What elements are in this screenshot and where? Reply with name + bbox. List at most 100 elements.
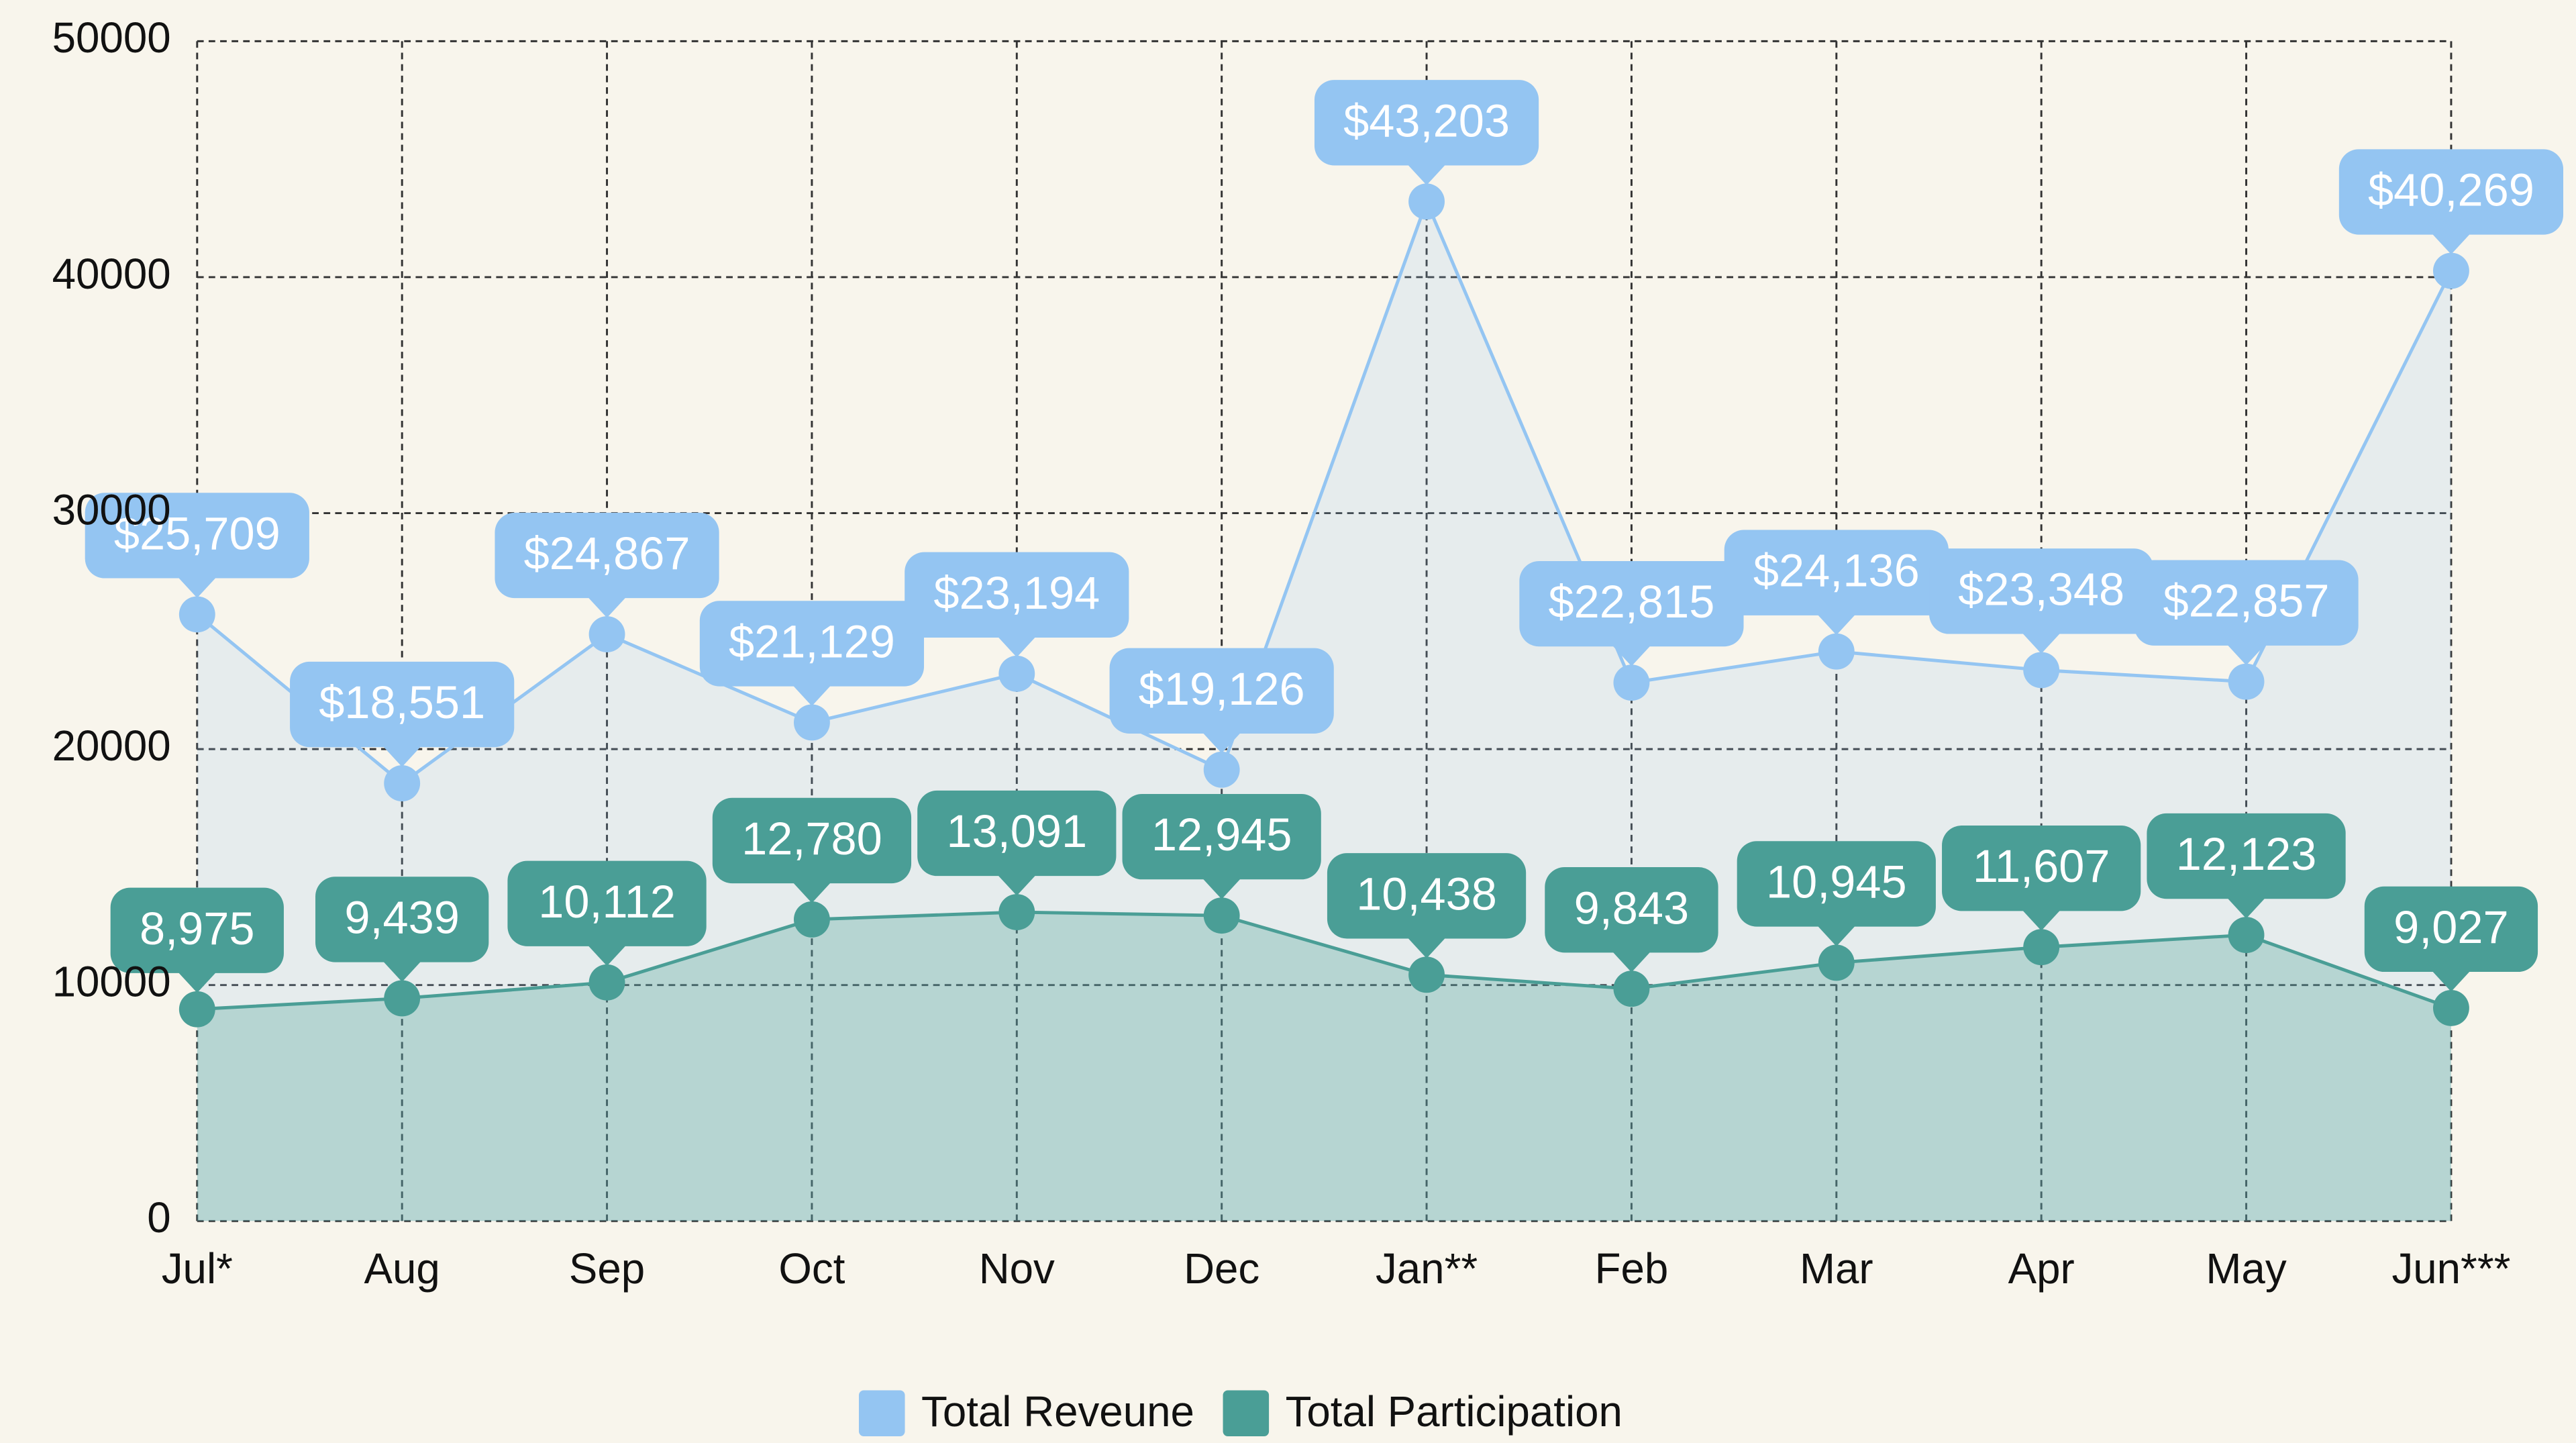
line [197,910,2452,1011]
label-box [2338,149,2564,235]
label-box [1519,560,1744,647]
point [1203,897,1240,934]
label-pointer [177,971,217,993]
value-label: 13,091 [917,790,1117,896]
label-pointer [792,881,832,903]
x-tick-label: Dec [1184,1245,1259,1293]
value-label: $21,129 [699,601,925,706]
label-pointer [1202,732,1242,754]
label-pointer [2226,644,2266,666]
value-label-text: 8,975 [140,903,255,954]
point [2023,929,2060,966]
label-pointer [1202,877,1242,899]
point [1408,183,1445,220]
y-tick-label: 40000 [52,250,171,298]
point [2432,252,2469,289]
x-tick-label: Feb [1595,1245,1669,1293]
point [178,991,215,1028]
point [588,964,625,1001]
value-label-text: 12,945 [1151,809,1292,860]
label-pointer [1612,644,1651,666]
point [2432,989,2469,1026]
value-label-text: 10,112 [538,876,676,928]
value-label: 11,607 [1942,826,2141,931]
label-pointer [2431,233,2471,255]
value-label-text: $22,857 [2163,575,2330,627]
value-label: 9,027 [2364,886,2538,992]
label-box [1109,648,1334,734]
value-label-text: $25,709 [114,507,280,559]
value-label-text: $21,129 [729,615,895,667]
value-label-text: $22,815 [1549,576,1715,628]
label-pointer [587,944,627,966]
label-pointer [2431,970,2471,992]
point [384,980,421,1017]
label-box [110,887,284,973]
point [1203,751,1240,788]
value-label-text: $18,551 [319,677,485,728]
value-label: $43,203 [1314,80,1539,185]
label-box [85,493,309,579]
value-label-text: 13,091 [946,805,1087,857]
lines [196,197,2453,1011]
x-tick-label: Mar [1800,1245,1873,1293]
point [793,704,830,741]
x-tick-label: Jan** [1376,1245,1478,1293]
legend-label: Total Participation [1286,1388,1622,1436]
value-label-text: $19,126 [1139,663,1305,715]
label-box [1929,548,2154,634]
point [1613,971,1650,1007]
label-box [495,512,719,599]
label-box [315,877,489,962]
label-box [1737,841,1936,927]
label-box [2147,813,2346,899]
point [2023,652,2060,689]
line [196,197,2453,786]
axes: 0 10000 20000 30000 40000 50000 Jul* Aug Sep Oct N… [52,14,2511,1293]
value-label: $24,867 [495,512,719,618]
label-box [1314,80,1539,166]
label-box [712,797,912,884]
value-label: 9,843 [1545,867,1718,973]
point [178,596,215,633]
label-box [507,860,707,946]
value-label-text: $43,203 [1343,95,1510,146]
value-label-text: 9,843 [1574,882,1690,934]
value-label-text: $23,348 [1958,563,2124,615]
point [793,901,830,938]
x-tick-label: Jun*** [2391,1245,2510,1293]
x-tick-label: Jul* [162,1245,233,1293]
legend: Total Reveune Total Participation [858,1388,1622,1437]
y-tick-label: 30000 [52,486,171,534]
value-label: 12,780 [712,797,912,903]
label-pointer [1406,937,1447,958]
value-label: $22,857 [2134,560,2359,666]
point [998,894,1035,930]
value-label-text: 12,780 [741,813,882,864]
y-tick-label: 0 [147,1194,170,1242]
label-box [699,601,925,687]
label-box [1545,867,1718,953]
value-label-text: $24,867 [524,528,690,579]
value-label: $24,136 [1724,530,1949,636]
value-label: 12,945 [1122,793,1321,899]
value-label: $23,194 [905,552,1129,658]
point [1408,956,1445,993]
point [588,616,625,652]
value-label: 10,438 [1327,853,1527,958]
value-label: $40,269 [2338,149,2564,255]
label-pointer [1816,613,1857,636]
y-tick-label: 50000 [52,14,171,62]
label-pointer [996,636,1037,658]
label-pointer [587,596,627,618]
x-tick-label: Aug [364,1245,440,1293]
y-tick-label: 20000 [52,722,171,770]
x-tick-label: May [2206,1245,2286,1293]
label-pointer [2021,909,2061,931]
label-pointer [996,874,1037,896]
label-box [917,790,1117,877]
label-pointer [1816,925,1857,947]
label-box [2364,886,2538,973]
label-pointer [2021,632,2061,654]
